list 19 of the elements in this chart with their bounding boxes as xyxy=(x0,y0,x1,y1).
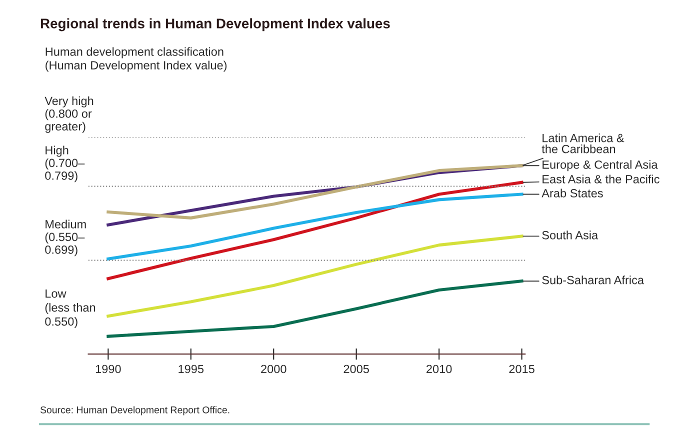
series-label: South Asia xyxy=(542,230,598,240)
series-label: Europe & Central Asia xyxy=(542,160,658,172)
x-tick-label: 1990 xyxy=(96,364,121,374)
series-label: Arab States xyxy=(542,188,603,198)
ref-line-label: Medium (0.550– 0.699) xyxy=(45,220,86,256)
chart-title: Regional trends in Human Development Index values xyxy=(40,18,390,32)
x-tick-label: 2000 xyxy=(261,364,286,374)
x-tick-label: 2015 xyxy=(509,364,534,374)
x-tick-label: 2010 xyxy=(426,364,452,374)
x-tick-label: 1995 xyxy=(178,364,204,374)
series-label: Latin America & the Caribbean xyxy=(542,134,624,154)
source-note: Source: Human Development Report Office. xyxy=(40,406,230,416)
x-tick-label: 2005 xyxy=(344,364,369,374)
ref-line-label: High (0.700– 0.799) xyxy=(45,146,85,182)
ref-line-label: Very high (0.800 or greater) xyxy=(44,96,94,133)
series-label: Sub-Saharan Africa xyxy=(542,276,644,284)
chart-subtitle: Human development classification (Human Development Index value) xyxy=(46,47,227,72)
series-label: East Asia & the Pacific xyxy=(542,174,660,184)
annotation: Low (less than 0.550) xyxy=(45,289,96,328)
